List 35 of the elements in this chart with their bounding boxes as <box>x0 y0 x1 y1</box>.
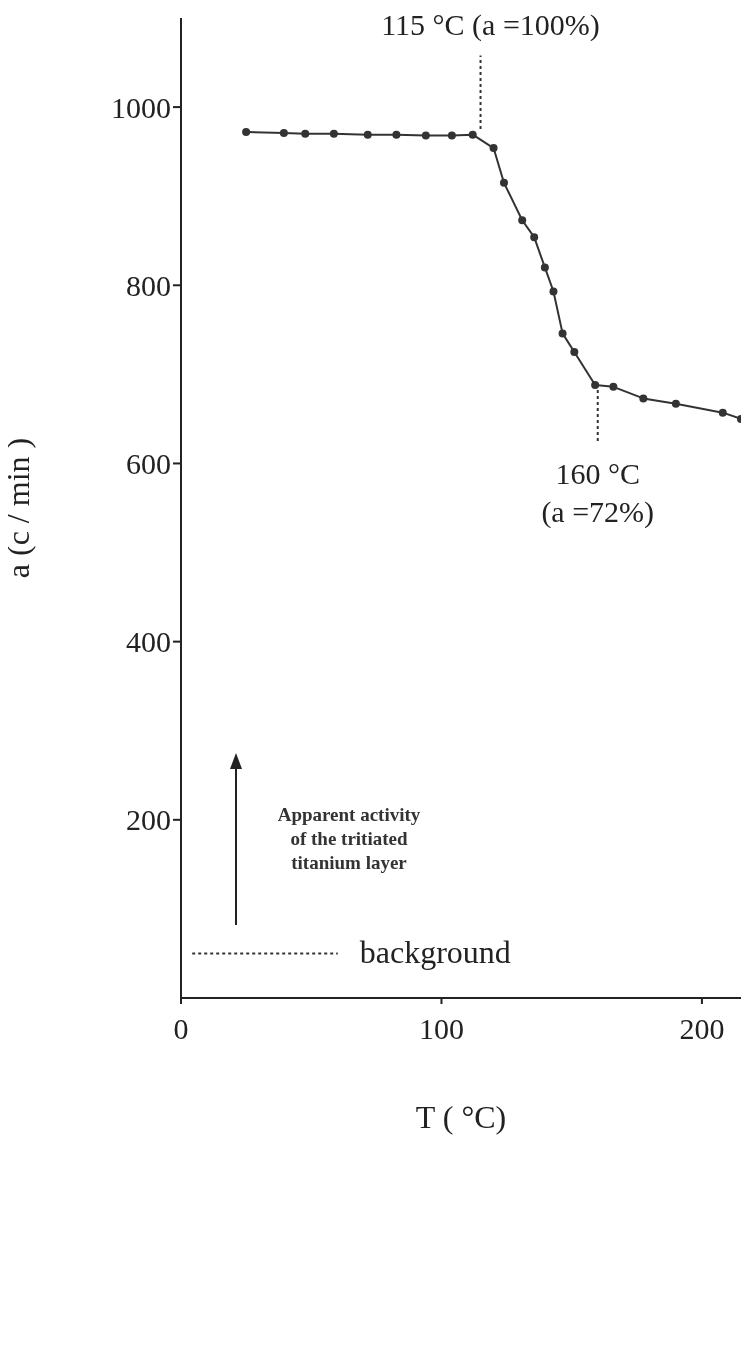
point <box>530 233 539 242</box>
point <box>329 129 338 138</box>
point <box>363 130 372 139</box>
y-tick-label: 200 <box>126 803 171 837</box>
point <box>639 394 648 403</box>
point <box>558 329 567 338</box>
point <box>499 178 508 187</box>
y-tick-label: 600 <box>126 447 171 481</box>
y-tick-label: 400 <box>126 625 171 659</box>
point <box>242 128 251 137</box>
x-tick-label: 100 <box>418 1012 464 1046</box>
point <box>540 263 549 272</box>
ref-line-label: background <box>359 934 511 971</box>
x-tick-label: 200 <box>679 1012 725 1046</box>
point <box>671 399 680 408</box>
point <box>489 144 498 153</box>
annotation: Apparent activity of the tritiated titanium layer <box>276 803 422 875</box>
point <box>468 130 477 139</box>
point <box>279 128 288 137</box>
point <box>301 129 310 138</box>
y-tick-label: 800 <box>126 268 171 302</box>
point <box>718 408 727 417</box>
point <box>447 131 456 140</box>
point <box>609 382 618 391</box>
point <box>421 131 430 140</box>
point <box>591 381 600 390</box>
point <box>549 287 558 296</box>
point <box>518 216 527 225</box>
point <box>392 130 401 139</box>
point <box>570 348 579 357</box>
annotation: 160 °C (a =72%) <box>541 456 655 529</box>
x-tick-label: 0 <box>173 1012 189 1046</box>
annotation: 115 °C (a =100%) <box>381 8 600 43</box>
x-axis-title: T ( °C) <box>415 1099 507 1135</box>
y-tick-label: 1000 <box>111 90 171 124</box>
